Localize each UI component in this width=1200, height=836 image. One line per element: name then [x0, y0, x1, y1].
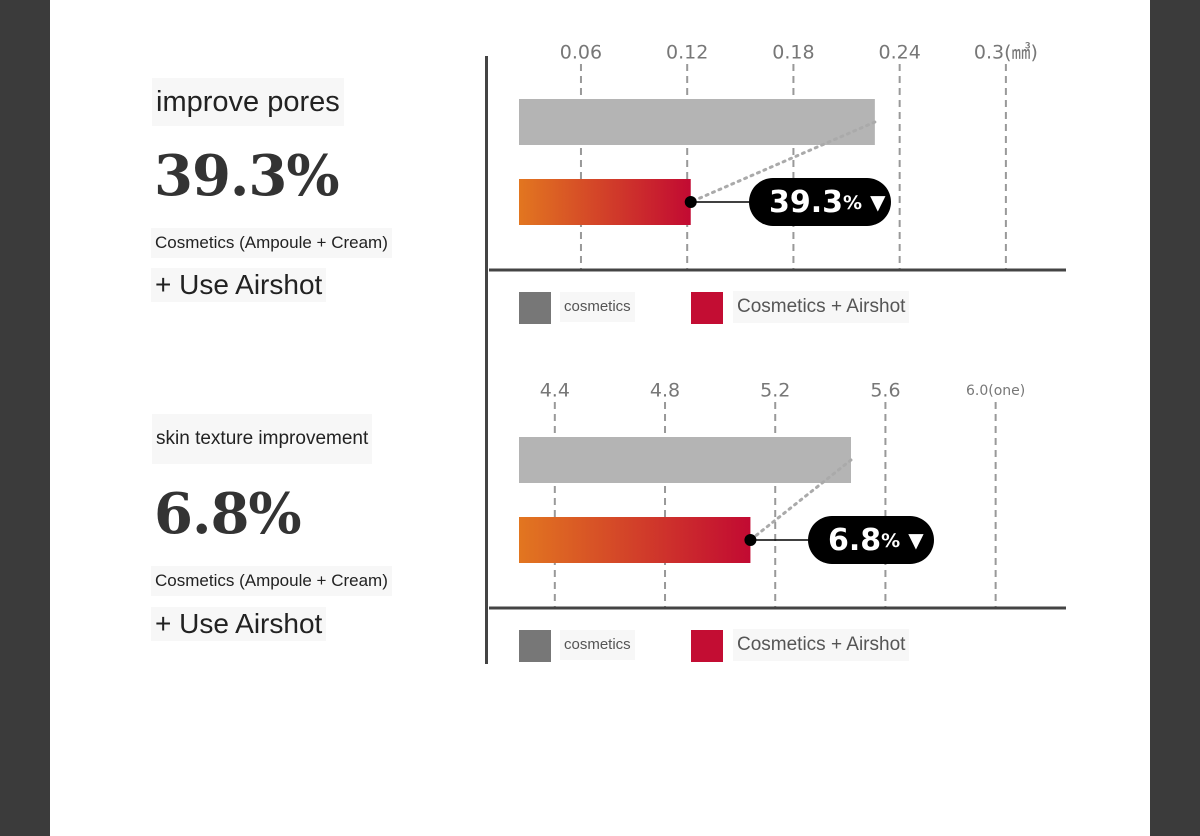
- tick-label: 4.4: [540, 380, 570, 402]
- bar-cosmetics-airshot: [519, 179, 691, 225]
- tick-label: 0.06: [560, 42, 602, 64]
- tick-label: 5.2: [760, 380, 790, 402]
- tick-label: 0.24: [878, 42, 920, 64]
- metric-title-pores: improve pores: [152, 78, 344, 126]
- callout-badge: [749, 178, 891, 226]
- page: improve pores 39.3% Cosmetics (Ampoule +…: [50, 0, 1150, 836]
- metric-title-texture: skin texture improvement: [152, 414, 373, 464]
- metric-value-pores: 39.3%: [154, 143, 340, 209]
- comparison-charts: 0.06 0.12 0.18 0.24 0.3(㎣) 39.3% ▼ 4.4 4.8 5.2 5.6…: [489, 42, 1066, 610]
- tick-label: 0.12: [666, 42, 708, 64]
- tick-label: 0.3(㎣): [974, 42, 1038, 64]
- bar-cosmetics: [519, 437, 851, 483]
- legend-label-airshot: Cosmetics + Airshot: [733, 629, 910, 661]
- callout-dot: [684, 196, 697, 208]
- callout-value: 6.8% ▼: [828, 523, 924, 558]
- metric-method-texture: + Use Airshot: [151, 607, 327, 641]
- legend-swatch-cosmetics: [519, 630, 551, 662]
- bar-cosmetics-airshot: [519, 517, 751, 563]
- metric-value-texture: 6.8%: [154, 481, 302, 547]
- legend-label-cosmetics: cosmetics: [560, 292, 635, 322]
- tick-label: 6.0(one): [966, 383, 1025, 399]
- legend-swatch-airshot: [691, 630, 723, 662]
- legend-label-cosmetics: cosmetics: [560, 630, 635, 660]
- tick-label: 5.6: [870, 380, 900, 402]
- callout-dot: [744, 534, 757, 546]
- metric-detail-texture: Cosmetics (Ampoule + Cream): [151, 566, 392, 596]
- difference-connector: [748, 458, 853, 542]
- tick-label: 0.18: [772, 42, 814, 64]
- difference-connector: [689, 120, 877, 204]
- vertical-divider: [485, 56, 488, 664]
- callout-badge: [808, 516, 934, 564]
- metric-method-pores: + Use Airshot: [151, 268, 327, 302]
- metric-detail-pores: Cosmetics (Ampoule + Cream): [151, 228, 392, 258]
- legend-label-airshot: Cosmetics + Airshot: [733, 291, 910, 323]
- bar-cosmetics: [519, 99, 875, 145]
- legend-swatch-airshot: [691, 292, 723, 324]
- tick-label: 4.8: [650, 380, 680, 402]
- callout-value: 39.3% ▼: [769, 185, 886, 220]
- legend-swatch-cosmetics: [519, 292, 551, 324]
